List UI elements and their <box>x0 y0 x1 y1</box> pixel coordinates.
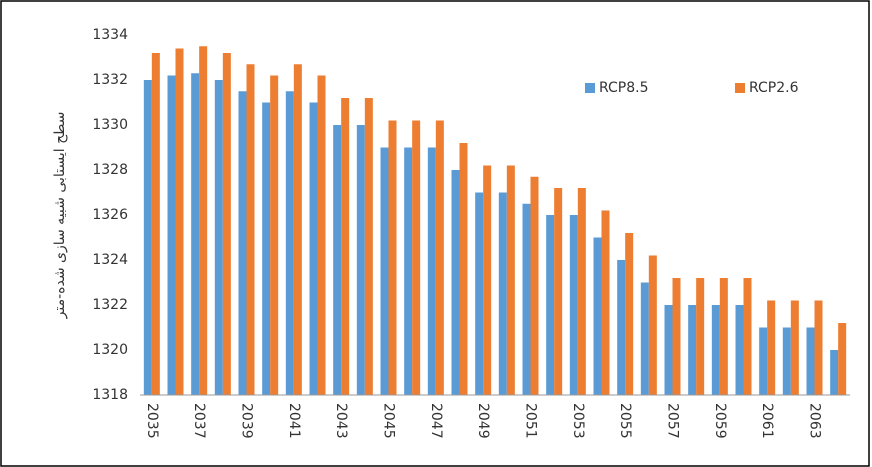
legend-label: RCP8.5 <box>599 80 649 96</box>
bar <box>404 148 412 396</box>
bar <box>594 238 602 396</box>
bar <box>247 64 255 395</box>
bar <box>381 148 389 396</box>
bar <box>452 170 460 395</box>
y-tick-label: 1334 <box>92 27 128 43</box>
x-tick-label: 2059 <box>712 403 728 439</box>
bar <box>239 91 247 395</box>
bar <box>744 278 752 395</box>
bar <box>428 148 436 396</box>
bar <box>168 76 176 396</box>
bar <box>199 46 207 395</box>
bar <box>507 166 515 396</box>
bar <box>625 233 633 395</box>
bar <box>720 278 728 395</box>
bar <box>389 121 397 396</box>
bar <box>531 177 539 395</box>
bar <box>191 73 199 395</box>
bar <box>712 305 720 395</box>
y-tick-label: 1324 <box>92 252 128 268</box>
x-tick-label: 2041 <box>286 403 302 439</box>
bar <box>333 125 341 395</box>
bar <box>830 350 838 395</box>
y-tick-label: 1330 <box>92 117 128 133</box>
bar <box>807 328 815 396</box>
bar <box>499 193 507 396</box>
x-tick-label: 2045 <box>381 403 397 439</box>
bar <box>357 125 365 395</box>
x-tick-label: 2049 <box>475 403 491 439</box>
bar <box>696 278 704 395</box>
bar <box>578 188 586 395</box>
x-tick-label: 2039 <box>239 403 255 439</box>
bar <box>286 91 294 395</box>
legend-label: RCP2.6 <box>749 80 799 96</box>
x-tick-label: 2061 <box>759 403 775 439</box>
x-tick-label: 2053 <box>570 403 586 439</box>
y-axis-label: سطح ایستابی شبیه سازی شده-متر <box>52 112 68 320</box>
bar <box>602 211 610 396</box>
bar <box>365 98 373 395</box>
bar <box>759 328 767 396</box>
bar <box>215 80 223 395</box>
y-tick-label: 1320 <box>92 342 128 358</box>
bar <box>767 301 775 396</box>
x-tick-label: 2057 <box>665 403 681 439</box>
x-tick-label: 2047 <box>428 403 444 439</box>
bar <box>152 53 160 395</box>
bar <box>294 64 302 395</box>
bar <box>641 283 649 396</box>
bar <box>144 80 152 395</box>
x-tick-label: 2055 <box>617 403 633 439</box>
bar <box>475 193 483 396</box>
bar <box>412 121 420 396</box>
bar <box>310 103 318 396</box>
bar <box>617 260 625 395</box>
legend-swatch <box>585 83 595 93</box>
y-tick-label: 1326 <box>92 207 128 223</box>
bar <box>318 76 326 396</box>
bar <box>688 305 696 395</box>
bar <box>570 215 578 395</box>
bar <box>341 98 349 395</box>
y-tick-label: 1328 <box>92 162 128 178</box>
bar <box>838 323 846 395</box>
bar <box>223 53 231 395</box>
bar <box>736 305 744 395</box>
bar <box>665 305 673 395</box>
y-tick-label: 1322 <box>92 297 128 313</box>
chart: سطح ایستابی شبیه سازی شده-متر 1318 1320 13… <box>0 0 872 467</box>
bar <box>270 76 278 396</box>
bar <box>546 215 554 395</box>
bar <box>483 166 491 396</box>
bar <box>460 143 468 395</box>
x-tick-label: 2035 <box>144 403 160 439</box>
bar <box>523 204 531 395</box>
bar <box>783 328 791 396</box>
bar <box>791 301 799 396</box>
x-tick-label: 2051 <box>523 403 539 439</box>
bar <box>673 278 681 395</box>
bar <box>436 121 444 396</box>
bar <box>262 103 270 396</box>
y-tick-label: 1332 <box>92 72 128 88</box>
bar <box>815 301 823 396</box>
bar <box>649 256 657 396</box>
bar <box>554 188 562 395</box>
legend-swatch <box>735 83 745 93</box>
x-tick-label: 2063 <box>807 403 823 439</box>
x-tick-label: 2043 <box>333 403 349 439</box>
y-tick-label: 1318 <box>92 387 128 403</box>
bar <box>176 49 184 396</box>
x-tick-label: 2037 <box>191 403 207 439</box>
